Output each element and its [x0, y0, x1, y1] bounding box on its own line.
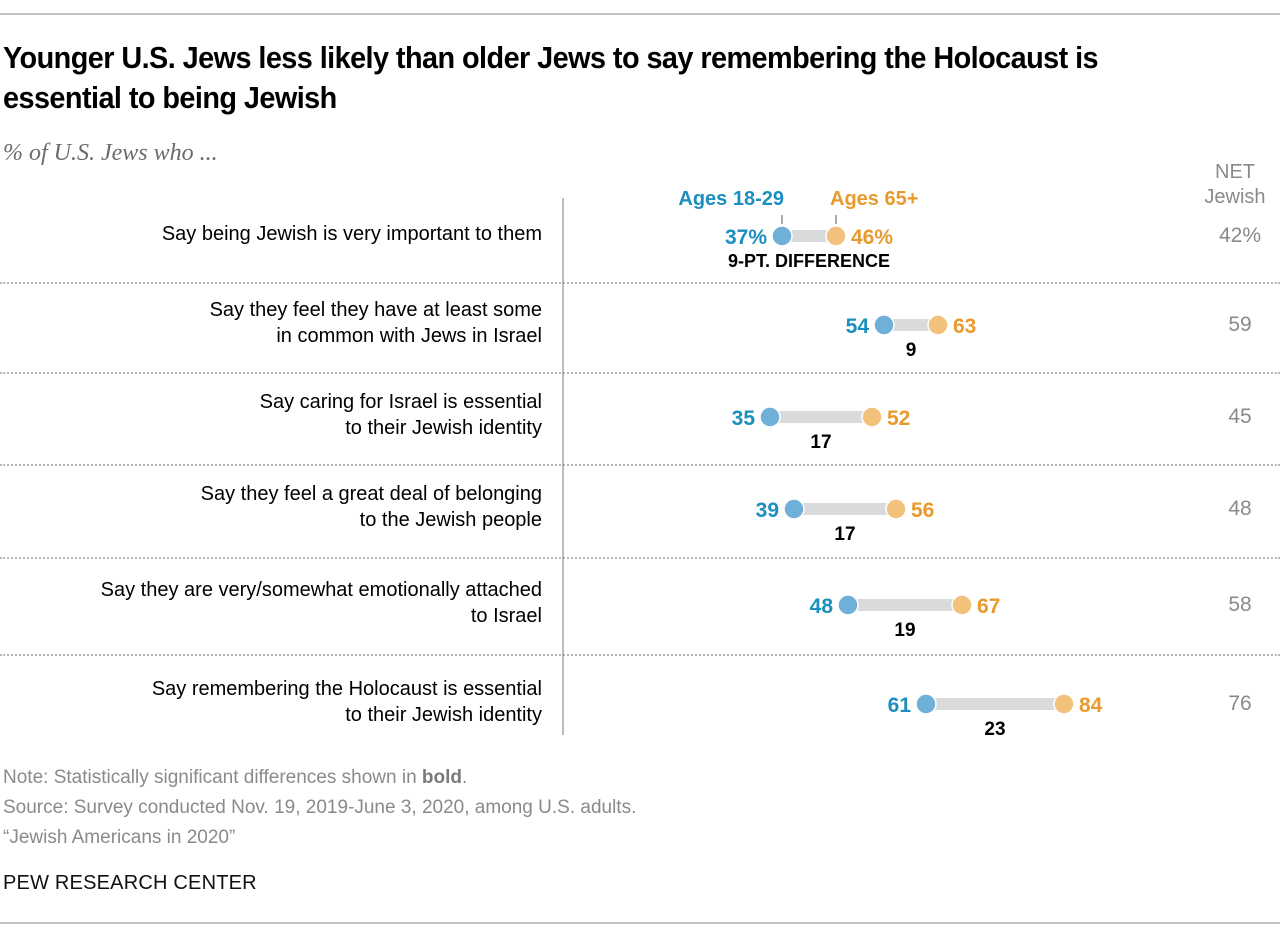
- dot-young: [771, 225, 793, 247]
- range-bar: [794, 503, 896, 515]
- legend-label-young: Ages 18-29: [678, 188, 784, 210]
- top-rule: [0, 13, 1280, 15]
- row-label-line: Say they are very/somewhat emotionally a…: [100, 579, 542, 601]
- row-label: Say they feel they have at least some in …: [0, 297, 542, 349]
- net-jewish-value: 45: [1228, 405, 1252, 428]
- value-label-old: 52: [887, 407, 910, 430]
- dot-young: [873, 314, 895, 336]
- value-label-old: 84: [1079, 694, 1103, 717]
- footer-source: Source: Survey conducted Nov. 19, 2019-J…: [3, 797, 637, 818]
- row-separator: [0, 282, 1280, 284]
- value-label-old: 56: [911, 499, 934, 522]
- value-label-old: 67: [977, 595, 1000, 618]
- row-label-line: Say caring for Israel is essential: [259, 391, 542, 413]
- row-label-line: Say being Jewish is very important to th…: [161, 223, 542, 245]
- dot-young: [837, 594, 859, 616]
- bottom-rule: [0, 922, 1280, 924]
- row-label-line: to their Jewish identity: [345, 417, 542, 439]
- difference-label: 17: [810, 432, 831, 453]
- row-label-line: Say remembering the Holocaust is essenti…: [151, 678, 542, 700]
- chart-title: Younger U.S. Jews less likely than older…: [3, 40, 1099, 115]
- value-label-young: 35: [732, 407, 756, 430]
- dot-young: [783, 498, 805, 520]
- range-bar: [770, 411, 872, 423]
- net-header-line2: Jewish: [1204, 186, 1266, 208]
- row-label: Say remembering the Holocaust is essenti…: [0, 676, 542, 728]
- net-jewish-header: NET Jewish: [1190, 160, 1280, 210]
- range-bar: [884, 319, 938, 331]
- row-separator: [0, 464, 1280, 466]
- footer-note: Note: Statistically significant differen…: [3, 767, 467, 789]
- dot-old: [825, 225, 847, 247]
- row-label-line: in common with Jews in Israel: [276, 325, 542, 347]
- dot-young: [759, 406, 781, 428]
- dot-old: [885, 498, 907, 520]
- row-label-line: to the Jewish people: [359, 509, 542, 531]
- range-bar: [782, 230, 836, 242]
- net-jewish-value: 42%: [1218, 224, 1262, 247]
- row-label: Say they are very/somewhat emotionally a…: [0, 577, 542, 629]
- row-label-line: Say they feel a great deal of belonging: [200, 483, 542, 505]
- difference-label: 9-PT. DIFFERENCE: [728, 251, 890, 271]
- difference-label: 19: [894, 620, 915, 641]
- pew-logo-text: PEW RESEARCH CENTER: [3, 872, 257, 894]
- row-separator: [0, 557, 1280, 559]
- row-label: Say caring for Israel is essential to the…: [0, 389, 542, 441]
- dot-old: [927, 314, 949, 336]
- net-header-line1: NET: [1215, 161, 1255, 183]
- value-label-young: 37%: [725, 226, 767, 249]
- range-bar: [848, 599, 962, 611]
- dot-young: [915, 693, 937, 715]
- value-label-young: 54: [846, 315, 870, 338]
- value-label-old: 46%: [851, 226, 893, 249]
- dot-old: [1053, 693, 1075, 715]
- row-label: Say being Jewish is very important to th…: [0, 221, 542, 247]
- net-jewish-value: 58: [1228, 593, 1252, 616]
- row-separator: [0, 372, 1280, 374]
- note-prefix: Note: Statistically significant differen…: [3, 767, 422, 788]
- legend-label-old: Ages 65+: [830, 188, 918, 210]
- footer-report: “Jewish Americans in 2020”: [3, 827, 236, 848]
- net-jewish-value: 76: [1228, 692, 1252, 715]
- row-label-line: Say they feel they have at least some: [209, 299, 542, 321]
- note-suffix: .: [462, 767, 468, 788]
- difference-label: 23: [984, 719, 1005, 740]
- chart-subtitle: % of U.S. Jews who ...: [3, 140, 218, 166]
- row-label-line: to Israel: [470, 605, 542, 627]
- row-label-line: to their Jewish identity: [345, 704, 542, 726]
- difference-label: 9: [906, 340, 917, 361]
- net-jewish-value: 48: [1228, 497, 1252, 520]
- net-jewish-value: 59: [1228, 313, 1252, 336]
- dot-old: [951, 594, 973, 616]
- value-label-old: 63: [953, 315, 976, 338]
- dot-old: [861, 406, 883, 428]
- range-bar: [926, 698, 1064, 710]
- difference-label: 17: [834, 524, 855, 545]
- value-label-young: 61: [888, 694, 912, 717]
- row-separator: [0, 654, 1280, 656]
- value-label-young: 48: [810, 595, 834, 618]
- note-bold: bold: [421, 767, 463, 788]
- row-label: Say they feel a great deal of belonging t…: [0, 481, 542, 533]
- value-label-young: 39: [756, 499, 779, 522]
